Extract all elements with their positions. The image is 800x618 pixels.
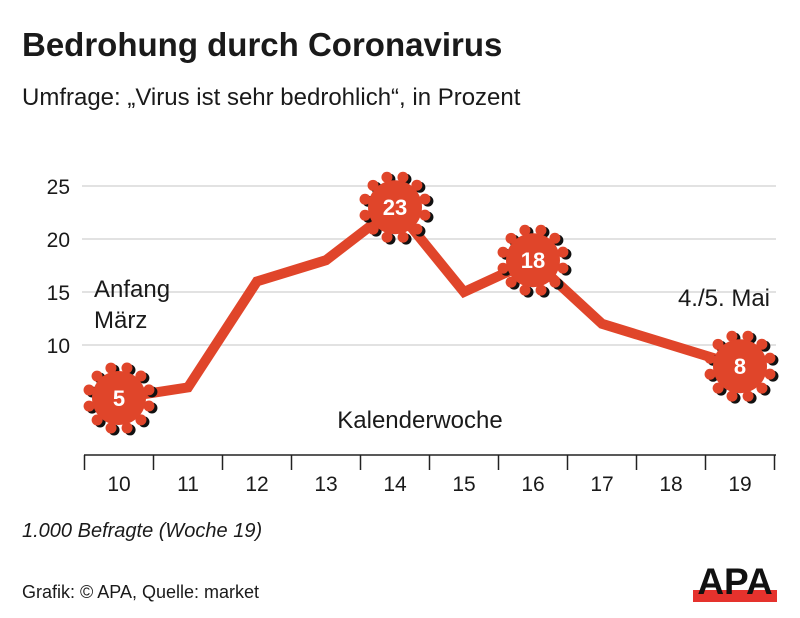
virus-spike — [135, 370, 147, 382]
virus-spike — [742, 330, 754, 342]
virus-marker: 18 — [497, 224, 572, 298]
virus-spike — [121, 422, 133, 434]
data-label: 23 — [383, 195, 407, 220]
virus-body — [92, 371, 146, 425]
x-tick-label: 19 — [728, 473, 751, 496]
virus-spike — [742, 390, 754, 402]
virus-spike — [397, 171, 409, 183]
apa-logo-text: APA — [697, 561, 772, 602]
x-tick-label: 12 — [245, 473, 268, 496]
virus-marker: 8 — [704, 330, 779, 404]
virus-spike — [419, 209, 431, 221]
y-tick-label: 15 — [47, 282, 70, 305]
virus-spike — [712, 382, 724, 394]
virus-body — [506, 233, 560, 288]
virus-spike — [535, 224, 547, 236]
y-tick-label: 25 — [47, 176, 70, 199]
virus-spike — [557, 246, 569, 258]
virus-spike — [381, 171, 393, 183]
virus-spike — [367, 223, 379, 235]
virus-spike — [519, 284, 531, 296]
data-label: 5 — [113, 386, 125, 411]
virus-spike — [756, 382, 768, 394]
virus-spike — [367, 179, 379, 191]
virus-spike — [756, 338, 768, 350]
virus-spike — [497, 246, 509, 258]
virus-spike — [549, 276, 561, 288]
virus-spike — [535, 284, 547, 296]
virus-spike — [121, 362, 133, 374]
x-tick-label: 11 — [177, 473, 199, 496]
virus-spike — [411, 179, 423, 191]
virus-spike — [359, 209, 371, 221]
virus-spike — [726, 390, 738, 402]
data-label: 8 — [734, 354, 746, 379]
x-tick-label: 10 — [107, 473, 130, 496]
y-tick-label: 10 — [47, 335, 70, 358]
virus-body — [713, 339, 767, 394]
chart-subtitle: Umfrage: „Virus ist sehr bedrohlich“, in… — [22, 84, 521, 111]
x-tick-label: 14 — [383, 473, 407, 496]
x-tick-label: 15 — [452, 473, 475, 496]
y-tick-label: 20 — [47, 229, 70, 252]
virus-spike — [419, 193, 431, 205]
virus-spike — [704, 352, 716, 364]
x-tick-label: 17 — [590, 473, 613, 496]
apa-logo: APA — [693, 561, 777, 602]
virus-spike — [359, 193, 371, 205]
virus-spike — [497, 262, 509, 274]
virus-spike — [519, 224, 531, 236]
virus-spike — [83, 400, 95, 412]
virus-body — [368, 180, 422, 235]
virus-spike — [549, 232, 561, 244]
virus-spike — [105, 422, 117, 434]
virus-spike — [505, 232, 517, 244]
virus-spike — [712, 338, 724, 350]
annotation-start-line1: Anfang — [94, 276, 170, 303]
virus-spike — [83, 384, 95, 396]
apa-logo-bar — [693, 590, 777, 602]
virus-spike — [105, 362, 117, 374]
virus-spike — [764, 352, 776, 364]
virus-spike — [91, 370, 103, 382]
virus-spike — [557, 262, 569, 274]
respondents-note: 1.000 Befragte (Woche 19) — [22, 520, 263, 542]
chart-title: Bedrohung durch Coronavirus — [22, 26, 503, 63]
virus-spike — [135, 414, 147, 426]
source-credit: Grafik: © APA, Quelle: market — [22, 582, 260, 602]
virus-spike — [91, 414, 103, 426]
x-tick-label: 16 — [521, 473, 544, 496]
virus-marker: 5 — [83, 362, 158, 436]
virus-marker: 23 — [359, 171, 434, 245]
annotation-end: 4./5. Mai — [678, 285, 770, 312]
virus-spike — [143, 384, 155, 396]
virus-spike — [726, 330, 738, 342]
virus-spike — [397, 231, 409, 243]
virus-spike — [704, 368, 716, 380]
virus-spike — [143, 400, 155, 412]
annotation-start-line2: März — [94, 307, 147, 334]
x-axis-label: Kalenderwoche — [337, 407, 502, 434]
series-line — [118, 200, 742, 403]
virus-spike — [381, 231, 393, 243]
x-tick-label: 18 — [659, 473, 682, 496]
virus-spike — [764, 368, 776, 380]
data-label: 18 — [521, 248, 545, 273]
x-tick-label: 13 — [314, 473, 337, 496]
virus-spike — [411, 223, 423, 235]
virus-spike — [505, 276, 517, 288]
